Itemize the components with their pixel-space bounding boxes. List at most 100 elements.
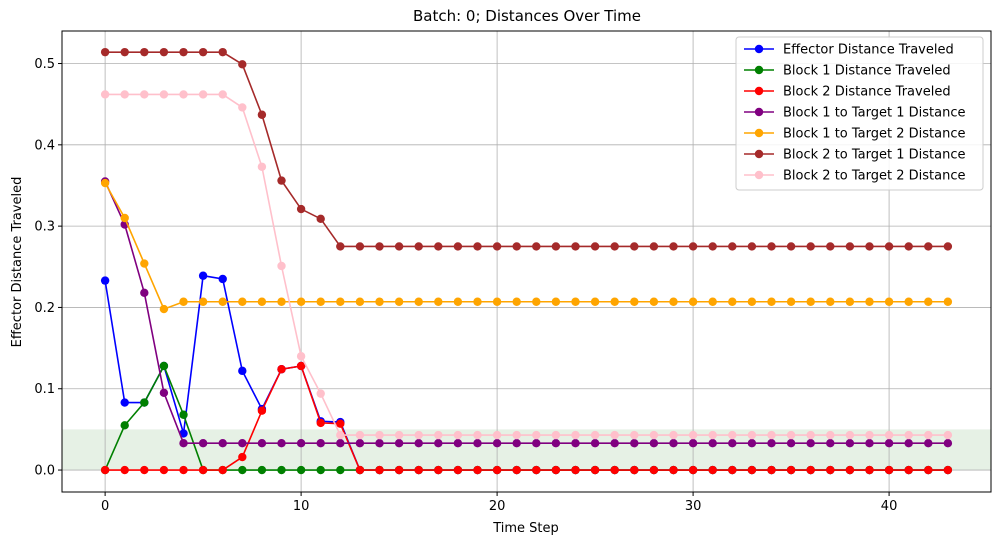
data-point — [492, 430, 502, 440]
data-point — [786, 242, 796, 251]
legend-label: Effector Distance Traveled — [783, 43, 954, 58]
data-point — [296, 361, 306, 371]
data-point — [277, 465, 286, 475]
data-point — [865, 242, 874, 251]
data-point — [238, 297, 247, 306]
threshold-band-rect — [62, 429, 991, 471]
data-point — [688, 439, 698, 448]
data-point — [453, 430, 463, 440]
data-point — [688, 465, 698, 475]
data-point — [257, 297, 267, 306]
legend-marker — [754, 86, 764, 96]
legend-entry: Block 2 to Target 2 Distance — [744, 169, 965, 184]
data-point — [904, 297, 913, 306]
data-point — [120, 90, 129, 99]
data-point — [512, 439, 521, 448]
data-point — [688, 297, 698, 306]
data-point — [786, 297, 796, 306]
data-point — [865, 297, 874, 306]
data-point — [473, 242, 482, 251]
data-point — [198, 465, 208, 475]
data-point — [688, 242, 698, 251]
data-point — [806, 430, 815, 440]
data-point — [884, 297, 894, 306]
data-point — [238, 452, 247, 462]
data-point — [100, 465, 110, 475]
data-point — [159, 304, 169, 314]
data-point — [355, 465, 365, 475]
data-point — [218, 465, 227, 475]
data-point — [532, 242, 541, 251]
data-point — [786, 439, 796, 448]
data-point — [924, 430, 933, 440]
data-point — [904, 465, 913, 475]
data-point — [159, 388, 169, 398]
data-point — [140, 47, 149, 57]
data-point — [355, 430, 365, 440]
data-point — [571, 242, 580, 251]
data-point — [120, 398, 129, 407]
data-point — [845, 242, 855, 251]
data-point — [394, 465, 404, 475]
data-point — [414, 465, 423, 475]
chart-title: Batch: 0; Distances Over Time — [413, 7, 641, 25]
data-point — [532, 465, 541, 475]
series-4 — [100, 177, 953, 448]
data-point — [590, 430, 600, 440]
data-point — [826, 439, 835, 448]
data-point — [512, 430, 521, 440]
data-point — [630, 439, 639, 448]
data-point — [434, 297, 443, 306]
data-point — [610, 465, 619, 475]
data-point — [375, 430, 384, 440]
data-point — [630, 242, 639, 251]
data-point — [884, 242, 894, 251]
data-point — [120, 465, 129, 475]
y-tick-label: 0.3 — [34, 220, 55, 235]
data-point — [571, 297, 580, 306]
data-point — [845, 465, 855, 475]
legend-marker — [754, 149, 764, 159]
legend-label: Block 1 to Target 1 Distance — [783, 106, 965, 121]
data-point — [296, 465, 306, 475]
data-point — [140, 90, 149, 99]
data-point — [316, 439, 325, 448]
data-point — [767, 465, 776, 475]
data-point — [492, 242, 502, 251]
data-point — [943, 465, 953, 475]
data-point — [747, 297, 757, 306]
data-point — [669, 297, 678, 306]
data-point — [120, 47, 129, 57]
data-point — [924, 465, 933, 475]
data-point — [100, 90, 110, 99]
data-point — [845, 430, 855, 440]
data-point — [277, 176, 286, 185]
data-point — [179, 429, 188, 438]
data-point — [512, 297, 521, 306]
data-point — [688, 430, 698, 440]
data-point — [943, 439, 953, 448]
legend-box — [735, 36, 984, 191]
data-point — [884, 430, 894, 440]
data-point — [277, 439, 286, 448]
data-point — [924, 439, 933, 448]
x-tick-label: 20 — [489, 499, 506, 514]
legend-label: Block 1 to Target 2 Distance — [783, 127, 965, 142]
data-point — [277, 297, 286, 306]
legend-entry: Block 1 Distance Traveled — [744, 64, 951, 79]
data-point — [649, 242, 659, 251]
data-point — [610, 297, 619, 306]
data-point — [865, 439, 874, 448]
data-point — [904, 242, 913, 251]
data-point — [336, 439, 345, 448]
x-tick-label: 10 — [293, 499, 310, 514]
data-point — [198, 90, 208, 99]
data-point — [669, 430, 678, 440]
y-tick-label: 0.2 — [34, 301, 55, 316]
data-point — [806, 439, 815, 448]
data-point — [316, 389, 325, 398]
data-point — [551, 242, 561, 251]
data-point — [786, 465, 796, 475]
legend-marker — [754, 128, 764, 138]
